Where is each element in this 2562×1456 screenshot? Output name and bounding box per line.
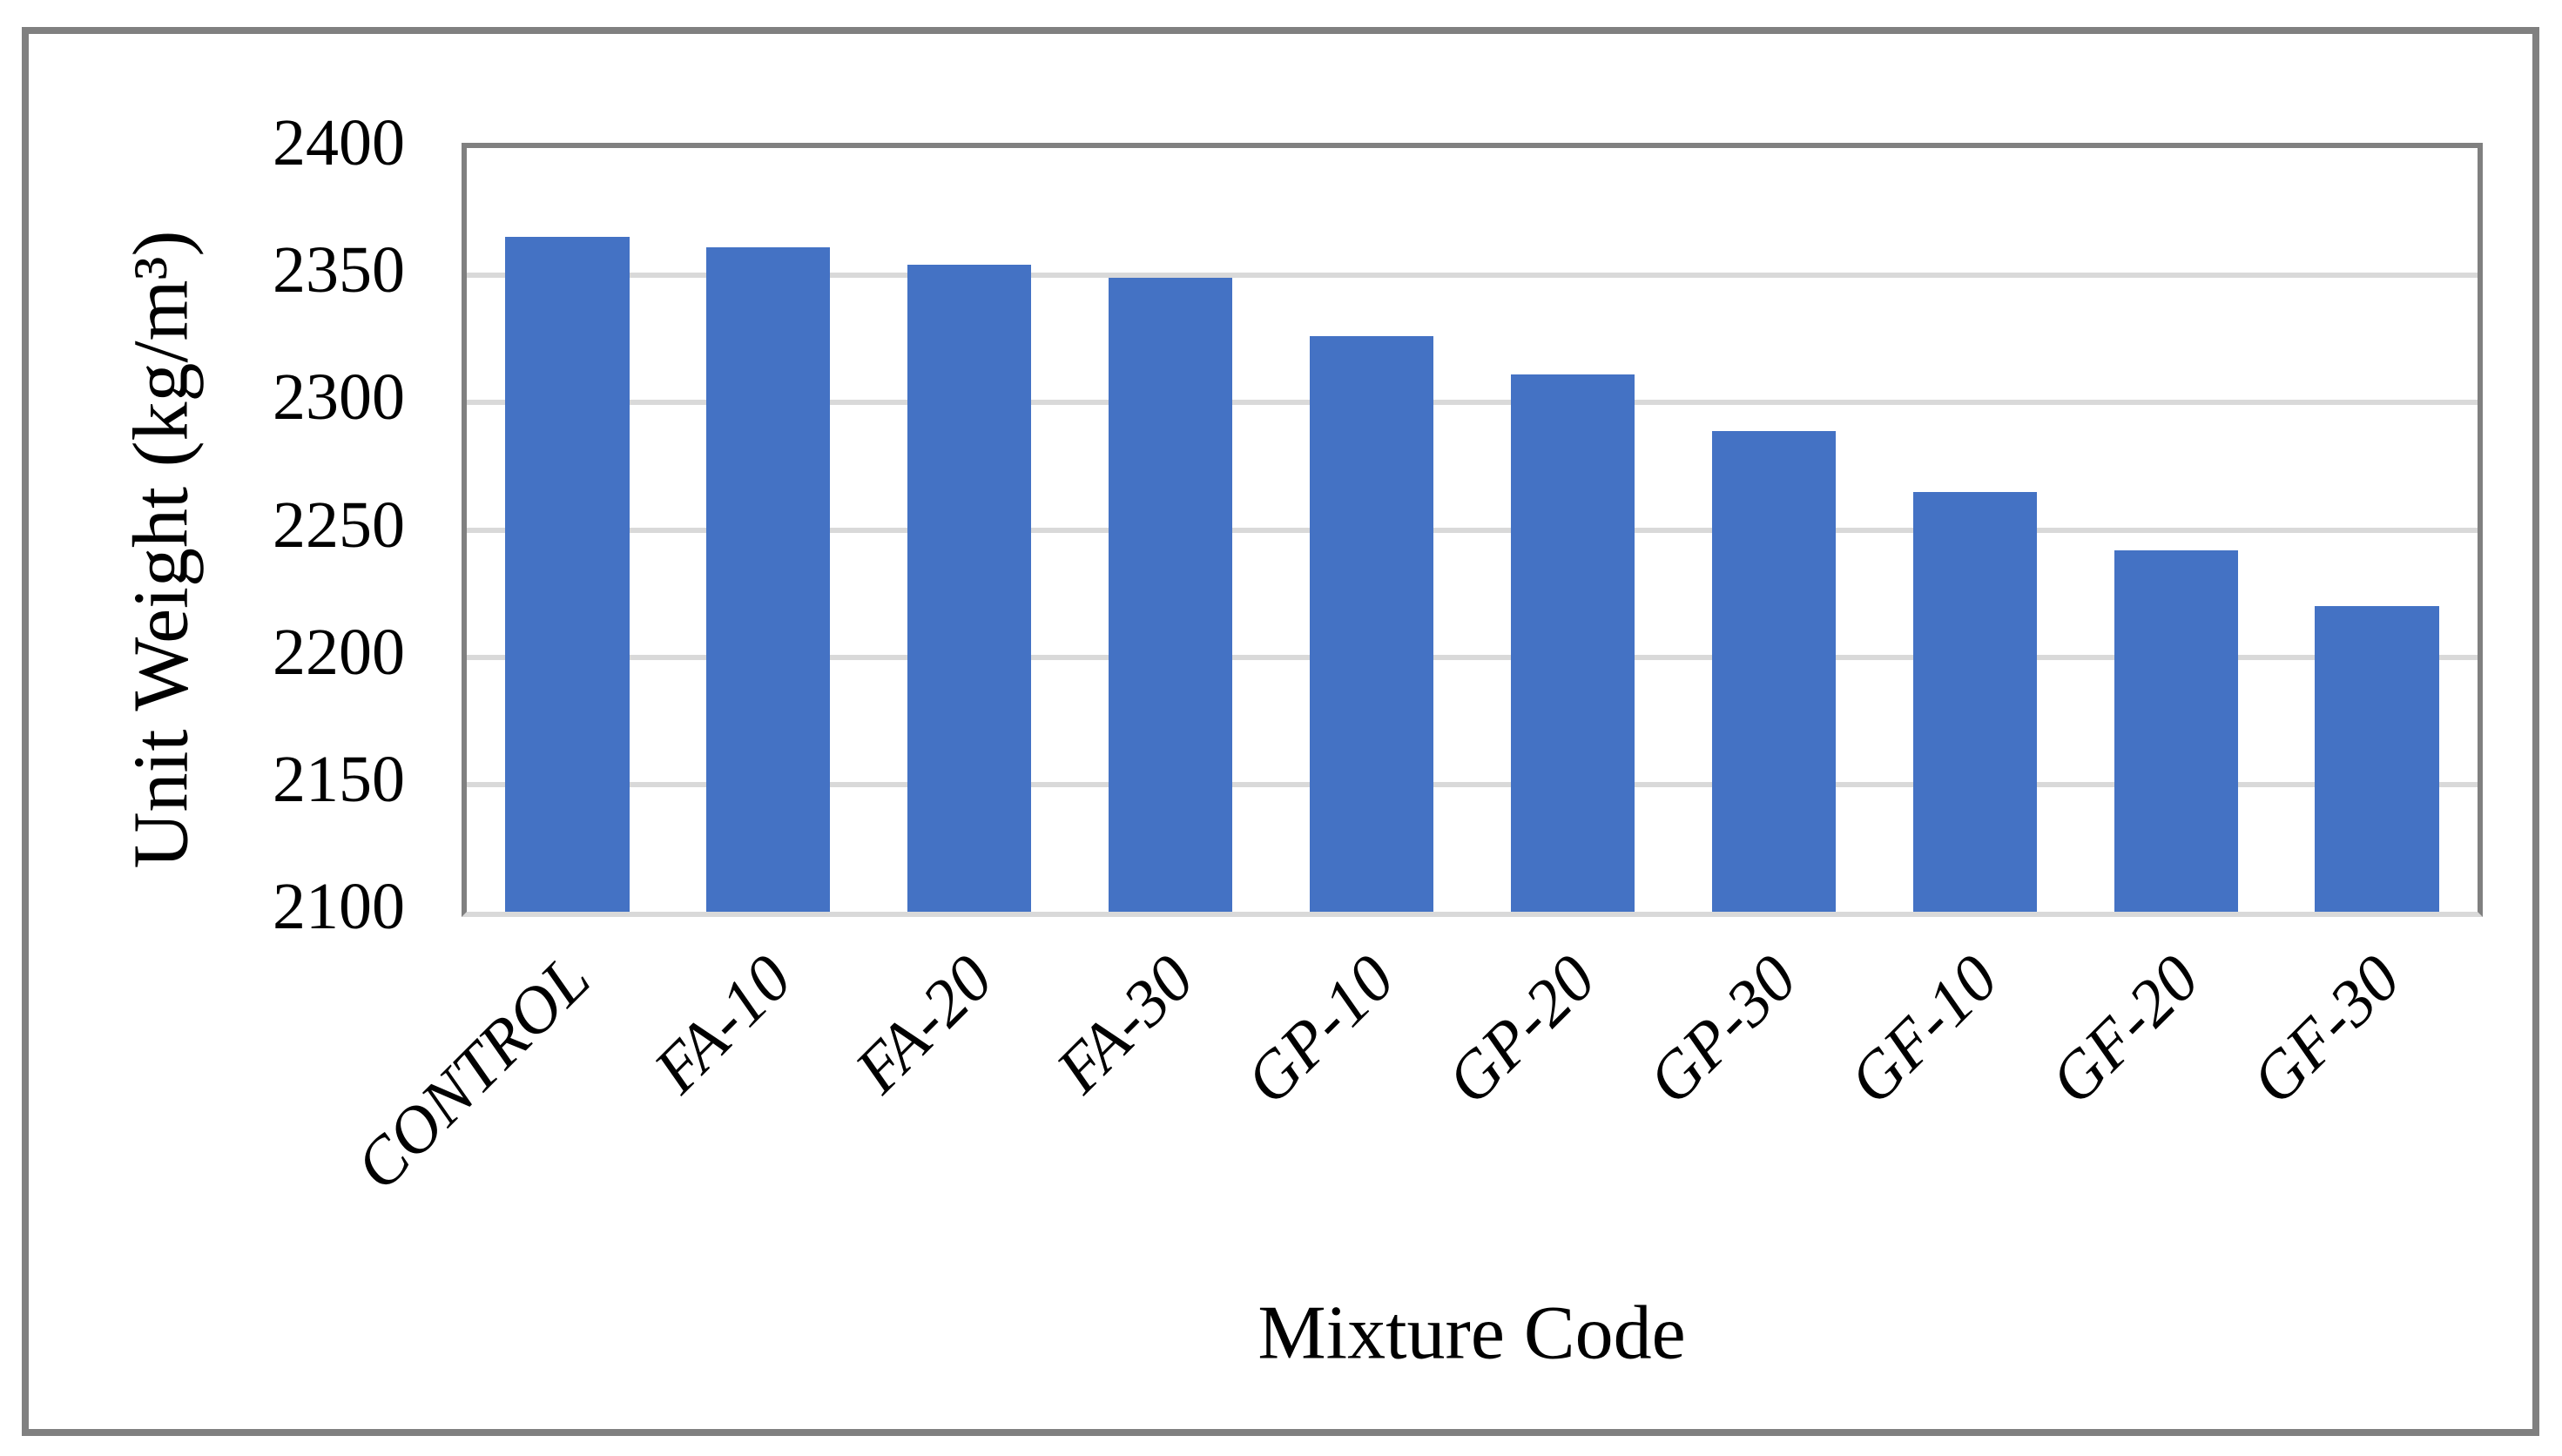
- gridline-2250: [467, 527, 2478, 533]
- bar-FA-10: [706, 247, 831, 912]
- bar-slot-FA-10: [668, 148, 869, 912]
- bar-slot-FA-30: [1070, 148, 1271, 912]
- y-tick-label-2200: 2200: [273, 615, 405, 689]
- bar-FA-20: [907, 265, 1032, 912]
- x-tick-label-FA-20: FA-20: [841, 941, 1007, 1107]
- x-tick-label-GF-30: GF-30: [2237, 941, 2415, 1118]
- x-tick-label-FA-30: FA-30: [1042, 941, 1208, 1107]
- y-axis-ticks: 2400 2350 2300 2250 2200 2150 2100: [29, 110, 405, 940]
- x-tick-label-GP-10: GP-10: [1231, 941, 1409, 1118]
- x-axis-ticks: CONTROL FA-10 FA-20 FA-30 GP-10 GP-20 GP-30 GF-…: [342, 918, 2483, 1284]
- y-tick-label-2150: 2150: [273, 742, 405, 816]
- plot-area: [462, 143, 2483, 917]
- bar-slot-FA-20: [869, 148, 1070, 912]
- bar-slot-GP-10: [1271, 148, 1473, 912]
- bars-layer: [467, 148, 2478, 912]
- bar-slot-GF-10: [1874, 148, 2075, 912]
- bar-GP-30: [1711, 430, 1836, 912]
- bar-GP-20: [1510, 374, 1635, 912]
- bar-GF-30: [2315, 606, 2439, 912]
- x-tick-label-FA-10: FA-10: [640, 941, 806, 1107]
- y-tick-label-2400: 2400: [273, 106, 405, 179]
- gridline-2300: [467, 400, 2478, 406]
- bar-slot-GF-20: [2075, 148, 2276, 912]
- y-tick-label-2100: 2100: [273, 870, 405, 943]
- bar-GF-10: [1912, 491, 2037, 912]
- y-tick-label-2300: 2300: [273, 361, 405, 435]
- x-tick-label-GP-20: GP-20: [1433, 941, 1610, 1118]
- bar-slot-GP-30: [1673, 148, 1874, 912]
- bar-slot-GP-20: [1473, 148, 1674, 912]
- gridline-2350: [467, 273, 2478, 279]
- x-tick-label-GP-30: GP-30: [1634, 941, 1811, 1118]
- bar-CONTROL: [505, 237, 630, 912]
- y-tick-label-2250: 2250: [273, 488, 405, 562]
- bar-slot-CONTROL: [467, 148, 668, 912]
- gridline-2200: [467, 654, 2478, 660]
- bar-slot-GF-30: [2276, 148, 2478, 912]
- x-tick-label-GF-20: GF-20: [2036, 941, 2214, 1118]
- gridline-2150: [467, 781, 2478, 787]
- bar-FA-30: [1109, 278, 1233, 912]
- gridlines-layer: [467, 148, 2478, 912]
- figure-frame: Unit Weight (kg/m³) 2400 2350 2300 2250 2200…: [22, 27, 2539, 1436]
- bar-GF-20: [2114, 549, 2238, 912]
- x-axis-title: Mixture Code: [1257, 1291, 1686, 1376]
- x-tick-label-CONTROL: CONTROL: [341, 941, 605, 1204]
- x-tick-label-GF-10: GF-10: [1835, 941, 2013, 1118]
- bar-GP-10: [1309, 336, 1434, 912]
- y-tick-label-2350: 2350: [273, 233, 405, 307]
